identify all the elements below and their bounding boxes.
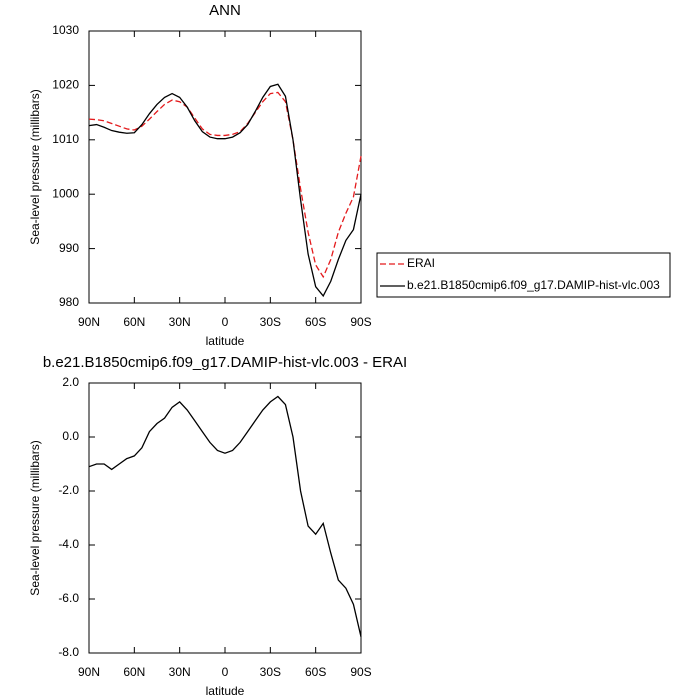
- y-tick-label: 1030: [52, 23, 79, 37]
- y-tick-label: 2.0: [62, 375, 79, 389]
- y-tick-label: -2.0: [58, 483, 79, 497]
- x-tick-label: 90S: [350, 315, 371, 329]
- line-series: [88, 395, 362, 637]
- x-tick-label: 0: [222, 665, 229, 679]
- legend-label: ERAI: [407, 256, 435, 270]
- x-axis-label: latitude: [206, 334, 245, 348]
- y-axis-label: Sea-level pressure (millibars): [28, 89, 42, 244]
- x-tick-label: 30S: [260, 315, 281, 329]
- y-tick-label: 980: [59, 295, 79, 309]
- x-tick-label: 60S: [305, 665, 326, 679]
- x-tick-label: 30N: [169, 315, 191, 329]
- x-tick-label: 30S: [260, 665, 281, 679]
- legend-label: b.e21.B1850cmip6.f09_g17.DAMIP-hist-vlc.…: [407, 278, 660, 292]
- x-axis-label: latitude: [206, 684, 245, 698]
- y-tick-label: -4.0: [58, 537, 79, 551]
- y-tick-label: 1010: [52, 132, 79, 146]
- x-tick-label: 30N: [169, 665, 191, 679]
- y-tick-label: 1020: [52, 78, 79, 92]
- chart-title: b.e21.B1850cmip6.f09_g17.DAMIP-hist-vlc.…: [43, 354, 407, 371]
- legend-box: [376, 252, 671, 298]
- x-tick-label: 90S: [350, 665, 371, 679]
- x-tick-label: 60N: [123, 315, 145, 329]
- y-tick-label: 1000: [52, 186, 79, 200]
- x-tick-label: 90N: [78, 315, 100, 329]
- y-tick-label: 990: [59, 241, 79, 255]
- line-series: [88, 91, 362, 279]
- y-tick-label: 0.0: [62, 429, 79, 443]
- y-axis-label: Sea-level pressure (millibars): [28, 440, 42, 595]
- plot-frame: [88, 382, 362, 654]
- x-tick-label: 60N: [123, 665, 145, 679]
- y-tick-label: -8.0: [58, 645, 79, 659]
- x-tick-label: 60S: [305, 315, 326, 329]
- line-series: [88, 83, 362, 298]
- y-tick-label: -6.0: [58, 591, 79, 605]
- plot-frame: [88, 30, 362, 304]
- x-tick-label: 0: [222, 315, 229, 329]
- x-tick-label: 90N: [78, 665, 100, 679]
- chart-title: ANN: [209, 2, 241, 19]
